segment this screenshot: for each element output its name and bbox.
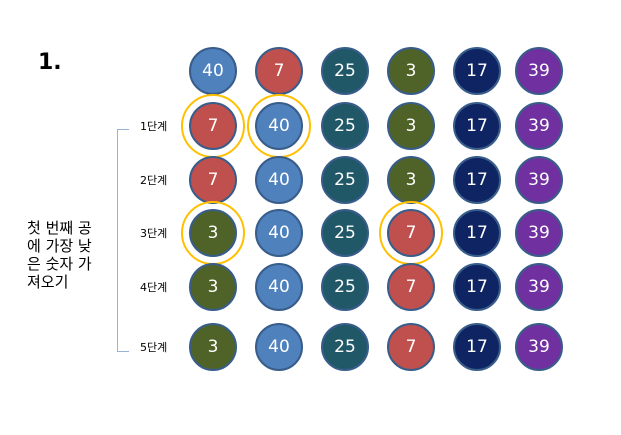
ball: 17	[453, 323, 501, 371]
ball: 25	[321, 102, 369, 150]
step-label: 5단계	[140, 341, 168, 354]
ball: 7	[255, 47, 303, 95]
highlight-ring	[247, 94, 311, 158]
step-label: 4단계	[140, 281, 168, 294]
ball: 39	[515, 323, 563, 371]
ball: 40	[255, 156, 303, 204]
ball: 25	[321, 209, 369, 257]
highlight-ring	[379, 201, 443, 265]
ball: 7	[387, 263, 435, 311]
ball: 40	[255, 323, 303, 371]
ball: 39	[515, 47, 563, 95]
ball: 17	[453, 156, 501, 204]
description-line: 에 가장 낮	[27, 237, 92, 255]
ball: 3	[387, 156, 435, 204]
description: 첫 번째 공 에 가장 낮 은 숫자 가 져오기	[27, 219, 97, 291]
ball: 40	[255, 263, 303, 311]
description-line: 첫 번째 공	[27, 219, 92, 237]
description-line: 져오기	[27, 273, 69, 291]
ball: 39	[515, 263, 563, 311]
ball: 25	[321, 323, 369, 371]
ball: 39	[515, 209, 563, 257]
ball: 3	[387, 47, 435, 95]
step-label: 3단계	[140, 227, 168, 240]
step-bracket	[117, 129, 129, 352]
ball: 40	[255, 209, 303, 257]
ball: 7	[189, 156, 237, 204]
ball: 17	[453, 102, 501, 150]
ball: 17	[453, 47, 501, 95]
highlight-ring	[181, 94, 245, 158]
ball: 40	[189, 47, 237, 95]
ball: 3	[387, 102, 435, 150]
description-line: 은 숫자 가	[27, 255, 92, 273]
ball: 25	[321, 156, 369, 204]
step-label: 2단계	[140, 174, 168, 187]
ball: 25	[321, 47, 369, 95]
section-number: 1.	[38, 50, 62, 75]
ball: 25	[321, 263, 369, 311]
ball: 3	[189, 323, 237, 371]
ball: 7	[387, 323, 435, 371]
highlight-ring	[181, 201, 245, 265]
ball: 39	[515, 156, 563, 204]
ball: 17	[453, 263, 501, 311]
ball: 3	[189, 263, 237, 311]
ball: 39	[515, 102, 563, 150]
step-label: 1단계	[140, 120, 168, 133]
ball: 17	[453, 209, 501, 257]
